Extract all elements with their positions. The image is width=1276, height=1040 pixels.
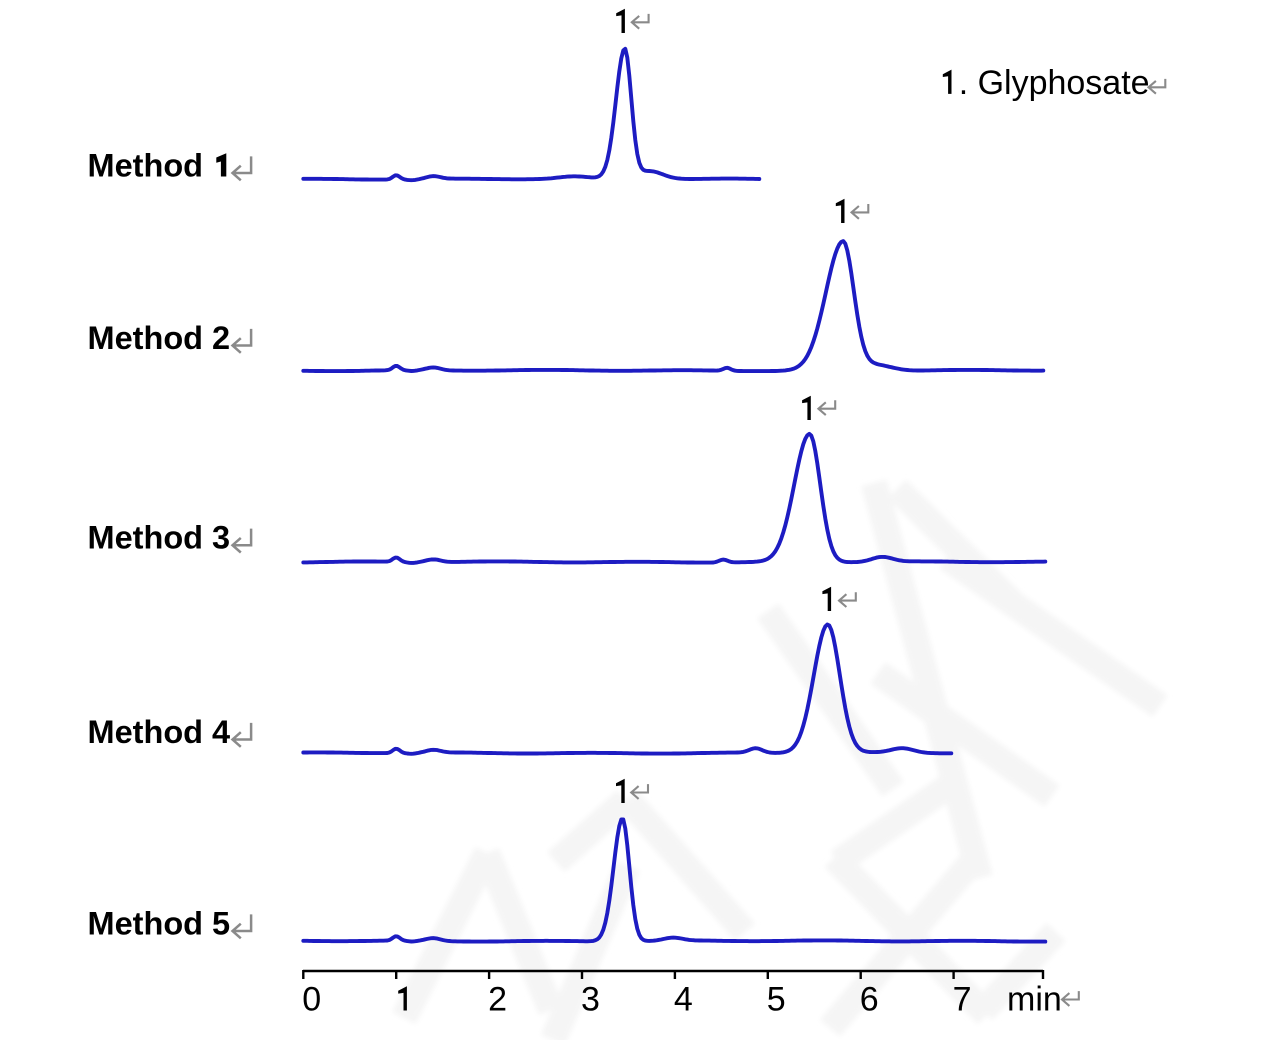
svg-text:2: 2 — [488, 981, 507, 1019]
svg-text:4: 4 — [674, 981, 693, 1019]
svg-text:6: 6 — [860, 981, 879, 1019]
svg-text:Method 5: Method 5 — [88, 906, 231, 942]
svg-text:min: min — [1007, 981, 1062, 1019]
svg-text:. Glyphosate: . Glyphosate — [959, 64, 1150, 102]
svg-text:Method 2: Method 2 — [88, 320, 231, 356]
svg-text:Method 3: Method 3 — [88, 520, 231, 556]
svg-text:5: 5 — [767, 981, 786, 1019]
svg-text:Method 4: Method 4 — [88, 714, 231, 750]
svg-text:3: 3 — [581, 981, 600, 1019]
svg-text:7: 7 — [953, 981, 972, 1019]
svg-text:0: 0 — [302, 981, 321, 1019]
svg-text:Method: Method — [88, 148, 204, 184]
